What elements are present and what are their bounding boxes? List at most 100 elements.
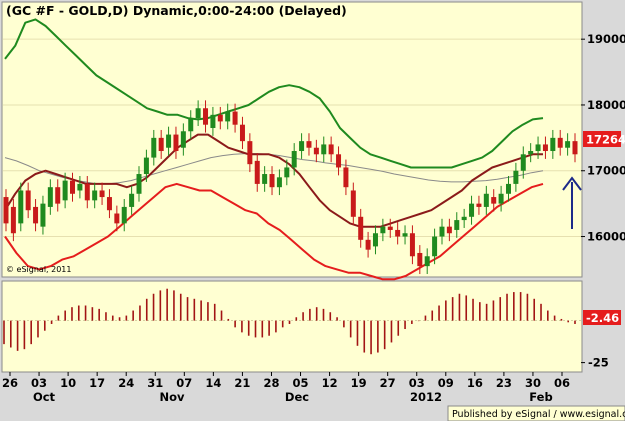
candle-body [395,229,401,237]
oscillator-bar [50,320,53,324]
oscillator-bar [465,295,468,321]
candle-body [203,108,209,125]
candle-body [239,124,245,142]
candle-body [461,216,467,221]
candle-body [180,131,186,148]
candle-body [77,183,83,191]
oscillator-bar [91,307,94,321]
candle-body [557,137,563,148]
candle-body [55,187,61,204]
month-label: Oct [33,390,56,404]
candle-body [151,137,157,158]
oscillator-bar [241,320,243,333]
oscillator-bar [553,315,556,321]
oscillator-bar [574,320,576,324]
candle-body [299,141,305,152]
oscillator-bar [322,308,325,321]
candle-body [358,216,364,240]
date-tick-label: 14 [205,376,221,390]
candle-body [313,147,319,155]
candle-body [70,180,76,194]
candle-body [432,236,438,257]
watermark: © eSignal, 2011 [6,265,71,274]
month-label: Feb [529,390,552,404]
candle-body [328,144,334,155]
oscillator-bar [424,315,427,321]
oscillator-bar [526,293,529,321]
candle-body [232,111,238,125]
date-tick-label: 19 [351,376,367,390]
oscillator-bar [30,320,32,345]
oscillator-bar [200,300,202,321]
last-price-badge: 17264 [583,131,625,147]
oscillator-bar [288,320,291,324]
oscillator-bar [499,297,502,321]
oscillator-bar [315,307,318,321]
candle-body [106,197,112,211]
candle-body [158,137,164,152]
oscillator-bar [445,300,447,321]
candle-body [136,174,142,194]
oscillator-bar [16,320,19,351]
date-tick-label: 12 [322,376,338,390]
oscillator-bar [43,320,46,331]
price-tick-label: 19000 [587,32,625,46]
oscillator-bar [295,317,298,321]
candle-body [380,226,386,234]
candle-body [173,134,179,152]
candle-body [572,141,578,155]
candle-body [343,167,349,188]
candle-body [33,206,39,224]
up-arrow-icon [562,176,582,229]
oscillator-bar [220,310,223,321]
month-label: 2012 [410,390,442,404]
oscillator-bar [513,292,515,321]
oscillator-bar [159,290,162,321]
candle-body [542,144,548,152]
oscillator-bar [152,293,155,321]
price-tick-label: 17000 [587,164,625,178]
candle-body [247,141,253,165]
oscillator-value-label: -2.46 [586,311,619,325]
oscillator-bar [186,297,189,321]
oscillator-bar [193,298,196,321]
candle-body [92,190,98,201]
date-tick-label: 16 [467,376,483,390]
candle-body [129,193,135,207]
oscillator-bar [438,305,440,321]
price-panel [1,1,583,278]
candle-body [291,151,297,168]
candle-body [188,118,194,132]
oscillator-value-badge: -2.46 [583,310,621,325]
oscillator-bars [3,288,576,355]
candle-body [114,213,120,224]
month-label: Nov [159,390,185,404]
oscillator-bar [417,320,420,322]
oscillator-bar [567,320,570,323]
date-tick-label: 26 [2,376,18,390]
candle-body [409,233,415,257]
date-tick-label: 09 [438,376,454,390]
oscillator-bar [411,320,413,324]
candle-body [513,170,519,184]
oscillator-bar [254,320,257,338]
candle-body [528,151,534,155]
candle-body [498,193,504,204]
oscillator-bar [173,290,175,321]
oscillator-bar [98,308,100,321]
candle-body [10,206,16,234]
date-tick-label: 10 [60,376,76,390]
oscillator-bar [57,315,60,321]
oscillator-bar [383,320,386,350]
oscillator-bar [125,315,128,321]
date-tick-label: 30 [525,376,541,390]
oscillator-bar [533,298,536,321]
oscillator-bar [207,302,209,321]
price-tick-label: 16000 [587,230,625,244]
candle-body [365,239,371,250]
oscillator-bar [485,303,488,321]
candle-body [121,206,127,224]
candle-body [166,134,172,148]
oscillator-bar [349,320,352,338]
candle-body [321,144,327,155]
